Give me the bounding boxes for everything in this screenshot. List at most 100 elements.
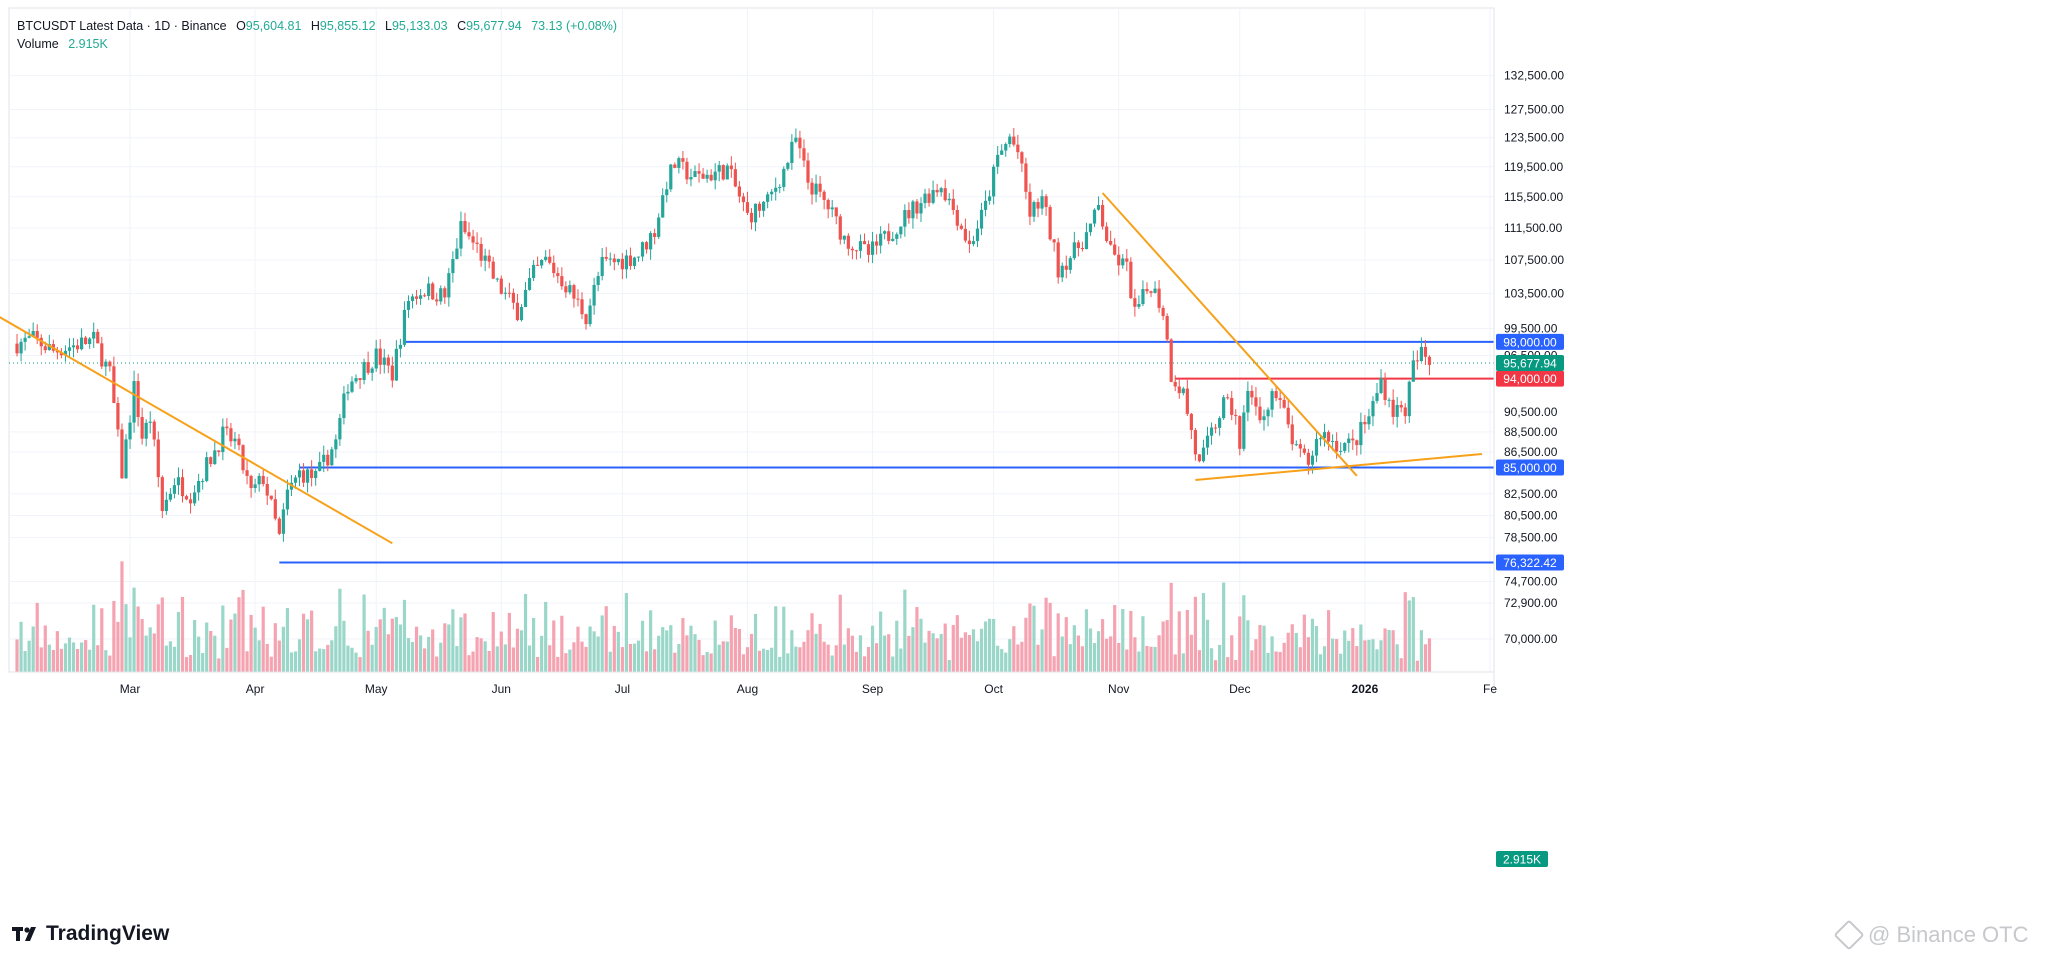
candle-down: [237, 438, 241, 446]
y-tick-label: 80,500.00: [1504, 508, 1558, 522]
trendline[interactable]: [1101, 192, 1358, 477]
x-tick-label: Mar: [120, 682, 141, 696]
candle-up: [1419, 346, 1423, 361]
candle-down: [1254, 397, 1258, 407]
candle-down: [1335, 440, 1339, 452]
volume-bar: [1060, 636, 1064, 672]
volume-bar: [152, 633, 156, 672]
candle-down: [1403, 407, 1407, 417]
candle-up: [88, 338, 92, 345]
candle-down: [1145, 289, 1149, 292]
volume-bar: [907, 635, 911, 672]
volume-bar: [447, 624, 451, 672]
volume-bar: [507, 612, 511, 672]
candle-up: [592, 284, 596, 306]
tradingview-logo-icon: [12, 927, 36, 941]
volume-bar: [63, 643, 68, 672]
candle-down: [822, 191, 826, 200]
candle-up: [1294, 444, 1298, 446]
volume-bar: [1024, 617, 1028, 672]
candle-down: [802, 148, 806, 161]
candle-up: [1339, 450, 1343, 452]
trendline[interactable]: [0, 311, 393, 545]
candle-up: [1084, 232, 1089, 250]
x-tick-label: Jul: [615, 682, 630, 696]
candle-up: [669, 164, 673, 190]
volume-bar: [1113, 605, 1117, 672]
volume-bar: [1189, 634, 1193, 672]
candle-up: [23, 337, 27, 342]
candle-down: [806, 160, 810, 183]
volume-bar: [293, 651, 298, 672]
candle-down: [556, 273, 560, 277]
candle-up: [459, 221, 463, 249]
candle-up: [661, 195, 665, 218]
volume-bar: [459, 617, 463, 672]
candle-up: [588, 305, 592, 325]
candle-up: [197, 480, 201, 493]
volume-bar: [406, 638, 411, 672]
volume-bar: [778, 656, 782, 672]
volume-bar: [612, 625, 616, 672]
candle-down: [620, 258, 624, 270]
volume-bar: [1387, 629, 1391, 672]
candle-up: [427, 283, 431, 296]
volume-bar: [451, 609, 455, 672]
y-tick-label: 88,500.00: [1504, 425, 1558, 439]
volume-bar: [132, 587, 136, 672]
candle-up: [616, 258, 620, 263]
candle-up: [705, 174, 709, 179]
candle-down: [475, 242, 479, 244]
volume-value: 2.915K: [68, 37, 108, 51]
open-label: O: [236, 19, 246, 33]
volume-bar: [31, 626, 35, 672]
candle-up: [870, 241, 875, 255]
candle-down: [887, 231, 891, 241]
candle-up: [439, 288, 443, 302]
volume-bar: [1403, 592, 1407, 672]
candle-down: [1109, 241, 1113, 245]
trendline[interactable]: [1195, 453, 1483, 481]
candle-down: [358, 378, 362, 381]
candle-down: [1076, 242, 1080, 248]
volume-bar: [959, 637, 963, 672]
volume-bar: [1419, 630, 1423, 672]
volume-bar: [172, 646, 177, 672]
volume-bar: [1254, 639, 1258, 672]
volume-label[interactable]: Volume: [17, 37, 59, 51]
candle-down: [1326, 432, 1331, 442]
candle-down: [967, 240, 972, 245]
candle-up: [394, 348, 398, 381]
volume-bar: [499, 631, 503, 672]
volume-bar: [374, 626, 378, 672]
candle-up: [1322, 432, 1327, 439]
candle-down: [265, 483, 269, 496]
volume-bar: [1000, 649, 1004, 672]
y-tick-label: 111,500.00: [1504, 221, 1563, 235]
tradingview-logo[interactable]: TradingView: [12, 922, 169, 946]
candle-up: [342, 393, 346, 419]
candle-up: [992, 166, 996, 197]
candle-up: [657, 217, 661, 237]
candle-up: [979, 209, 984, 229]
volume-bar: [1157, 635, 1161, 672]
symbol-label[interactable]: BTCUSDT Latest Data · 1D · Binance: [17, 19, 227, 33]
volume-bar: [1270, 636, 1274, 672]
candle-up: [172, 485, 177, 494]
candle-down: [1161, 307, 1165, 317]
volume-bar: [947, 659, 951, 672]
candle-down: [1282, 399, 1286, 408]
volume-bar: [249, 614, 253, 672]
candle-up: [410, 296, 415, 301]
last-price-badge: [1496, 354, 1564, 371]
volume-bar: [382, 607, 386, 672]
candle-down: [1173, 381, 1177, 387]
volume-bar: [233, 613, 237, 672]
volume-bar: [846, 628, 850, 672]
candle-up: [305, 469, 310, 483]
x-tick-label: Nov: [1108, 682, 1129, 696]
candle-up: [221, 426, 225, 453]
candle-up: [330, 449, 334, 466]
volume-bar: [1012, 626, 1016, 672]
